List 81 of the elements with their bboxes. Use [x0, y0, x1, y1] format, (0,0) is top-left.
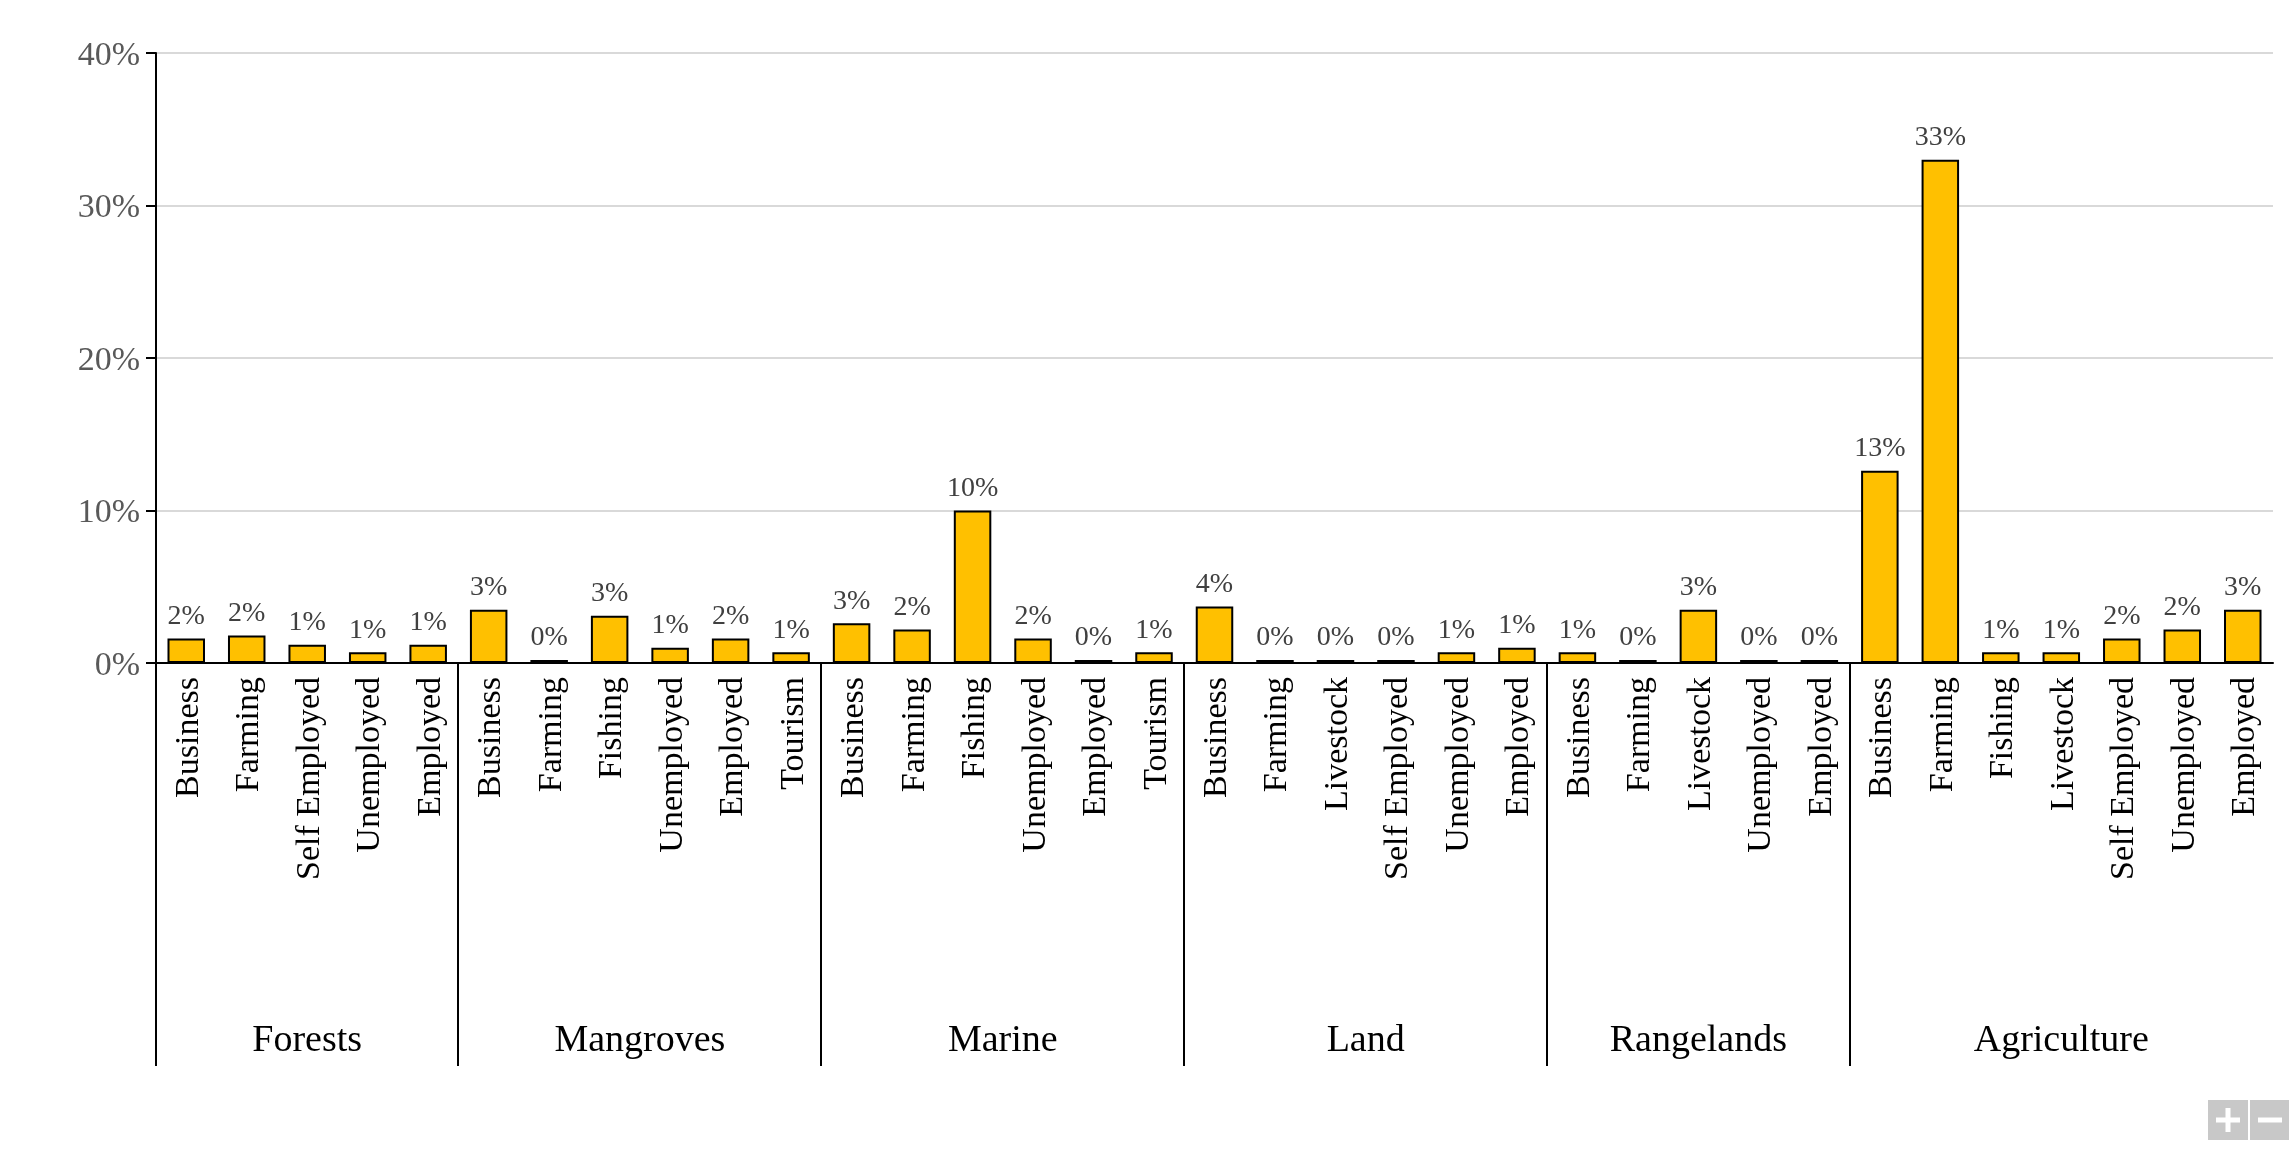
x-tick-label: Employed: [1498, 677, 1536, 817]
data-label: 1%: [772, 612, 810, 644]
x-tick-label: Self Employed: [1377, 677, 1415, 881]
data-label: 1%: [1498, 608, 1536, 640]
x-tick-label: Livestock: [2042, 677, 2080, 812]
data-label: 3%: [470, 570, 508, 602]
x-tick-label: Employed: [2224, 677, 2262, 817]
data-label: 2%: [167, 599, 205, 631]
x-tick-label: Unemployed: [1740, 677, 1778, 853]
x-tick-label: Farming: [1256, 677, 1294, 793]
data-label: 3%: [1679, 570, 1718, 602]
x-tick-label: Farming: [1921, 677, 1959, 793]
x-tick-label: Unemployed: [651, 677, 689, 853]
x-tick-label: Tourism: [772, 677, 810, 790]
y-tick-label: 20%: [77, 339, 140, 377]
data-label: 0%: [1740, 620, 1778, 652]
data-label: 2%: [711, 599, 750, 631]
data-label: 0%: [1316, 620, 1355, 652]
data-label: 1%: [1135, 612, 1173, 644]
data-label: 1%: [288, 605, 326, 637]
x-tick-label: Fishing: [954, 677, 992, 780]
data-label: 2%: [2163, 589, 2201, 621]
data-label: 0%: [1800, 620, 1839, 652]
x-tick-label: Fishing: [1982, 677, 2020, 780]
x-tick-label: Employed: [1075, 677, 1113, 817]
data-label: 2%: [228, 596, 266, 628]
x-tick-label: Employed: [1800, 677, 1838, 817]
x-tick-label: Business: [1861, 677, 1899, 798]
x-tick-label: Farming: [530, 677, 568, 793]
data-label: 3%: [2224, 570, 2262, 602]
data-label: 3%: [590, 576, 629, 608]
x-tick-label: Business: [833, 677, 871, 798]
data-label: 1%: [1982, 612, 2020, 644]
data-label: 2%: [2103, 599, 2141, 631]
data-label: 1%: [2042, 612, 2080, 644]
data-label: 1%: [349, 612, 387, 644]
data-label: 2%: [1014, 599, 1052, 631]
y-tick-label: 40%: [77, 34, 140, 72]
x-tick-label: Self Employed: [2103, 677, 2141, 881]
data-label: 0%: [1256, 620, 1294, 652]
text: Land: [1325, 1016, 1406, 1060]
y-tick-label: 0%: [94, 644, 140, 682]
x-tick-label: Business: [1196, 677, 1233, 798]
data-label: 2%: [893, 589, 931, 621]
x-tick-label: Livestock: [1679, 677, 1717, 812]
x-tick-label: Unemployed: [349, 677, 387, 853]
x-tick-label: Farming: [228, 677, 266, 793]
y-tick-label: 10%: [77, 492, 140, 529]
text: Rangelands: [1608, 1016, 1788, 1060]
x-tick-label: Unemployed: [1014, 677, 1052, 853]
data-label: 0%: [1074, 620, 1113, 652]
data-label: 3%: [832, 583, 871, 615]
data-label: 13%: [1854, 431, 1906, 463]
text: Agriculture: [1972, 1016, 2150, 1060]
data-label: 0%: [530, 620, 568, 652]
data-label: 1%: [651, 608, 689, 640]
x-tick-label: Farming: [1619, 677, 1657, 793]
x-tick-label: Farming: [893, 677, 931, 793]
x-tick-label: Fishing: [591, 677, 629, 780]
text: Forests: [251, 1016, 364, 1060]
data-label: 4%: [1195, 567, 1234, 599]
x-tick-label: Business: [167, 677, 205, 798]
x-tick-label: Livestock: [1316, 677, 1354, 812]
x-tick-label: Business: [470, 677, 508, 798]
y-tick-label: 30%: [77, 187, 140, 224]
data-label: 1%: [1558, 612, 1597, 644]
data-label: 1%: [409, 605, 447, 637]
text: Mangroves: [553, 1016, 727, 1060]
x-tick-label: Unemployed: [2163, 677, 2201, 853]
x-tick-label: Unemployed: [1437, 677, 1475, 853]
data-label: 1%: [1437, 612, 1476, 644]
data-label: 10%: [946, 471, 999, 502]
x-tick-label: Employed: [712, 677, 750, 817]
data-label: 0%: [1619, 620, 1657, 652]
data-label: 33%: [1914, 120, 1966, 152]
x-tick-label: Self Employed: [288, 677, 326, 881]
data-label: 0%: [1377, 620, 1415, 652]
x-tick-label: Employed: [409, 677, 447, 817]
x-tick-label: Business: [1558, 677, 1596, 798]
x-tick-label: Tourism: [1135, 677, 1173, 790]
text: Marine: [946, 1016, 1059, 1060]
